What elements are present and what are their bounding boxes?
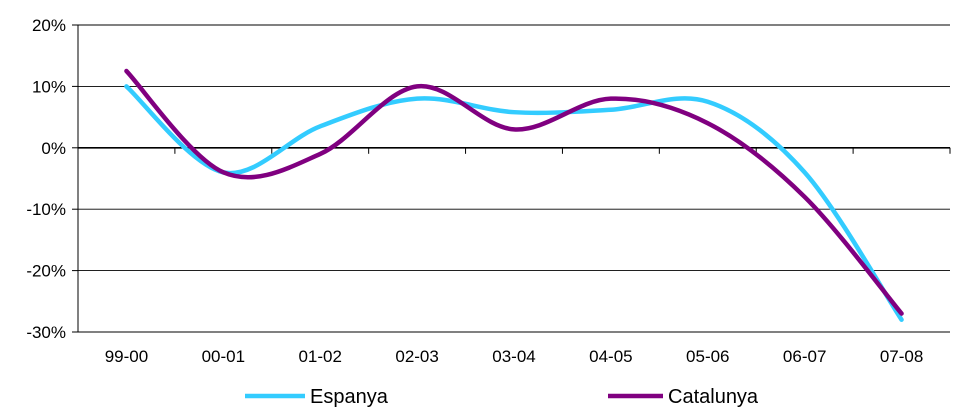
legend-label-catalunya: Catalunya [668, 386, 759, 408]
x-tick-label: 99-00 [105, 347, 148, 366]
y-tick-label: 0% [41, 139, 66, 158]
legend-label-espanya: Espanya [310, 386, 389, 408]
x-tick-label: 04-05 [589, 347, 632, 366]
series-lines [124, 68, 904, 322]
x-axis-tick-labels: 99-00 00-01 01-02 02-03 03-04 04-05 05-06 06-07… [105, 347, 924, 366]
legend: Espanya Catalunya [245, 386, 759, 408]
x-tick-label: 07-08 [880, 347, 923, 366]
x-tick-label: 00-01 [202, 347, 245, 366]
y-tick-label: 10% [32, 77, 66, 96]
series-line-catalunya [124, 68, 904, 316]
horizontal-gridlines [78, 24, 950, 272]
x-tick-label: 06-07 [783, 347, 826, 366]
x-tick-label: 03-04 [492, 347, 535, 366]
y-tick-label: -20% [26, 262, 66, 281]
x-tick-label: 05-06 [686, 347, 729, 366]
y-tick-label: 20% [32, 16, 66, 35]
x-tick-label: 01-02 [298, 347, 341, 366]
chart-axes [72, 24, 951, 333]
y-tick-label: -10% [26, 200, 66, 219]
series-line-espanya [124, 84, 904, 322]
y-tick-label: -30% [26, 323, 66, 342]
y-axis-tick-labels: -30% -20% -10% 0% 10% 20% [26, 16, 66, 342]
x-tick-label: 02-03 [395, 347, 438, 366]
